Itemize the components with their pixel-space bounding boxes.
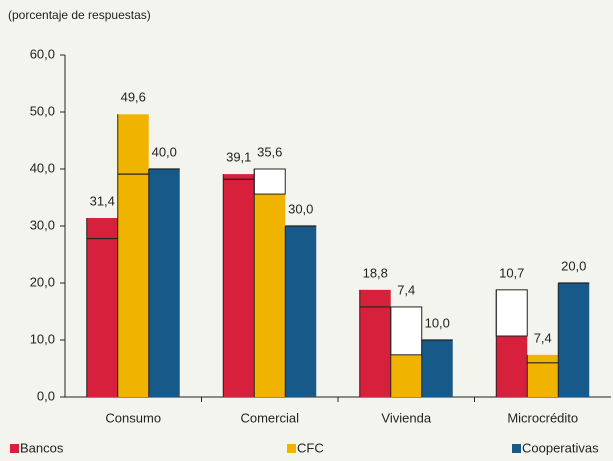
bar xyxy=(148,169,180,397)
value-label: 10,7 xyxy=(499,265,524,280)
bar xyxy=(117,114,149,397)
outline-bar xyxy=(253,168,286,195)
y-tick-label: 50,0 xyxy=(30,103,55,118)
legend-label: Bancos xyxy=(20,440,64,455)
x-tick-label: Vivienda xyxy=(381,410,431,425)
y-tick-label: 10,0 xyxy=(30,331,55,346)
value-label: 10,0 xyxy=(425,315,450,330)
bar xyxy=(359,289,391,397)
y-axis-label: (porcentaje de respuestas) xyxy=(8,8,151,22)
value-label: 20,0 xyxy=(561,258,586,273)
value-label: 7,4 xyxy=(534,330,552,345)
bar xyxy=(421,340,453,397)
bar xyxy=(86,218,118,397)
value-label: 7,4 xyxy=(397,282,415,297)
legend-swatch xyxy=(287,444,296,453)
bar xyxy=(558,283,590,397)
y-tick-label: 40,0 xyxy=(30,160,55,175)
outline-bar xyxy=(390,306,423,356)
legend-label: Cooperativas xyxy=(522,440,599,455)
bar xyxy=(285,226,317,397)
bar xyxy=(254,194,286,397)
value-label: 39,1 xyxy=(226,150,251,165)
bar xyxy=(527,354,559,397)
outline-bar xyxy=(495,289,528,337)
bar xyxy=(496,336,528,397)
x-tick-label: Consumo xyxy=(105,410,161,425)
y-tick-label: 0,0 xyxy=(37,388,55,403)
value-label: 18,8 xyxy=(363,265,388,280)
bar xyxy=(223,174,255,397)
value-label: 35,6 xyxy=(257,144,282,159)
value-label: 40,0 xyxy=(152,144,177,159)
x-tick-label: Comercial xyxy=(240,410,299,425)
y-tick-label: 20,0 xyxy=(30,274,55,289)
x-tick-label: Microcrédito xyxy=(507,410,578,425)
bar xyxy=(390,354,422,397)
value-label: 30,0 xyxy=(288,201,313,216)
legend-swatch xyxy=(10,444,19,453)
legend-swatch xyxy=(512,444,521,453)
value-label: 49,6 xyxy=(121,90,146,105)
y-tick-label: 30,0 xyxy=(30,217,55,232)
value-label: 31,4 xyxy=(90,193,115,208)
legend-label: CFC xyxy=(297,440,324,455)
y-tick-label: 60,0 xyxy=(30,46,55,61)
